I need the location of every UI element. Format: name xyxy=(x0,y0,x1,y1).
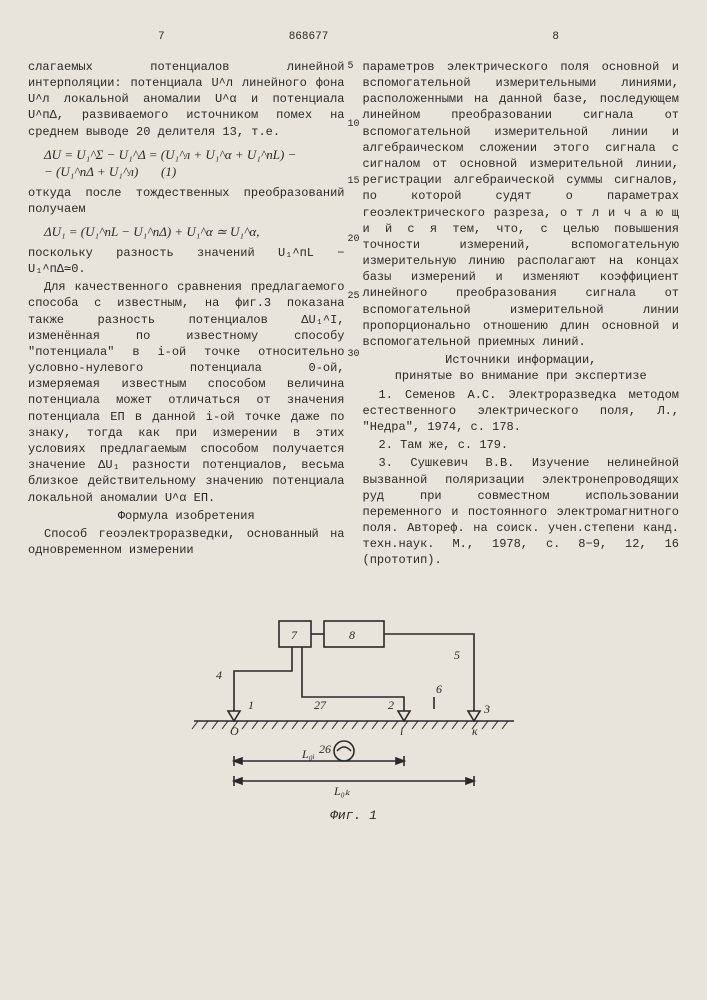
fig-label-2: 2 xyxy=(388,698,394,712)
fig-label-Lok: L₀ₖ xyxy=(333,784,351,798)
fig-label-5: 5 xyxy=(454,648,460,662)
paragraph: параметров электрического поля основной … xyxy=(363,59,680,350)
eq-line: − (U₁^пΔ + U₁^л) (1) xyxy=(44,163,345,181)
figure-svg: 7 8 4 5 6 1 2 3 27 26 O i к L₀ᵢ L₀ₖ xyxy=(174,601,534,801)
eq-line: ΔU = U₁^Σ − U₁^Δ = (U₁^л + U₁^α + U₁^пL)… xyxy=(44,146,345,164)
fig-label-7: 7 xyxy=(291,628,298,642)
figure-1: 7 8 4 5 6 1 2 3 27 26 O i к L₀ᵢ L₀ₖ Фиг.… xyxy=(174,601,534,825)
eq-line: ΔU₁ = (U₁^пL − U₁^пΔ) + U₁^α ≃ U₁^α, xyxy=(44,223,345,241)
line-number-gutter: 5 10 15 20 25 30 xyxy=(347,60,359,361)
line-num: 5 xyxy=(347,60,359,74)
sources-title: Источники информации, принятые во вниман… xyxy=(363,352,680,384)
line-num: 10 xyxy=(347,118,359,132)
right-column: параметров электрического поля основной … xyxy=(363,59,680,571)
paragraph: откуда после тождественных преобразовани… xyxy=(28,185,345,217)
figure-caption: Фиг. 1 xyxy=(174,807,534,825)
fig-label-4: 4 xyxy=(216,668,222,682)
paragraph: Для качественного сравнения предлагаемог… xyxy=(28,279,345,506)
formula-of-invention-title: Формула изобретения xyxy=(28,508,345,524)
source-item: 1. Семенов А.С. Электроразведка методом … xyxy=(363,387,680,436)
line-num: 30 xyxy=(347,348,359,362)
paragraph: слагаемых потенциалов линейной интерполя… xyxy=(28,59,345,140)
paragraph: поскольку разность значений U₁^пL − U₁^п… xyxy=(28,245,345,277)
source-item: 2. Там же, с. 179. xyxy=(363,437,680,453)
equation-1: ΔU = U₁^Σ − U₁^Δ = (U₁^л + U₁^α + U₁^пL)… xyxy=(44,146,345,181)
line-num: 15 xyxy=(347,175,359,189)
fig-label-1: 1 xyxy=(248,698,254,712)
fig-label-27: 27 xyxy=(314,698,327,712)
fig-label-i: i xyxy=(400,724,403,738)
doc-number: 868677 xyxy=(289,30,329,45)
fig-label-6: 6 xyxy=(436,682,442,696)
line-num: 20 xyxy=(347,233,359,247)
page-num-left: 7 xyxy=(158,30,165,45)
line-num: 25 xyxy=(347,290,359,304)
fig-label-26: 26 xyxy=(319,742,331,756)
page: 7 868677 8 5 10 15 20 25 30 слагаемых по… xyxy=(0,0,707,1000)
fig-label-8: 8 xyxy=(349,628,355,642)
fig-label-O: O xyxy=(230,724,239,738)
left-column: слагаемых потенциалов линейной интерполя… xyxy=(28,59,345,571)
source-item: 3. Сушкевич В.В. Изучение нелинейной выз… xyxy=(363,455,680,568)
fig-label-3: 3 xyxy=(483,702,490,716)
paragraph: Способ геоэлектроразведки, основанный на… xyxy=(28,526,345,558)
fig-label-k: к xyxy=(472,724,478,738)
fig-label-Loi: L₀ᵢ xyxy=(301,747,315,761)
page-num-right: 8 xyxy=(552,30,559,45)
equation-2: ΔU₁ = (U₁^пL − U₁^пΔ) + U₁^α ≃ U₁^α, xyxy=(44,223,345,241)
page-header: 7 868677 8 xyxy=(28,30,679,45)
